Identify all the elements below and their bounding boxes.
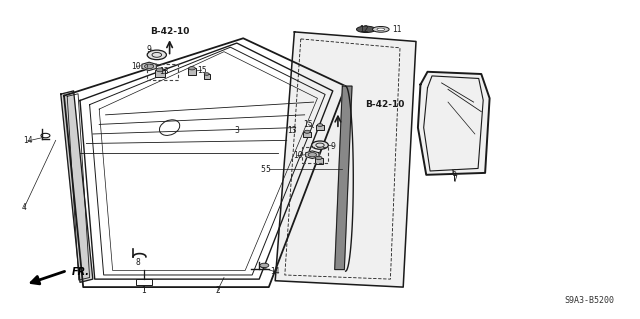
Bar — [136, 279, 152, 285]
Circle shape — [145, 64, 154, 69]
Text: 8: 8 — [136, 258, 141, 267]
Polygon shape — [275, 32, 416, 287]
Circle shape — [316, 156, 322, 160]
Ellipse shape — [356, 26, 376, 33]
Circle shape — [147, 50, 166, 60]
Text: 7: 7 — [452, 175, 457, 184]
Text: 4: 4 — [22, 203, 27, 212]
Circle shape — [189, 67, 195, 70]
Text: 13: 13 — [159, 67, 169, 76]
Text: 5: 5 — [260, 165, 265, 174]
Polygon shape — [306, 151, 319, 159]
Bar — [303, 132, 311, 137]
Circle shape — [317, 124, 323, 126]
Text: 14: 14 — [22, 137, 33, 145]
Circle shape — [304, 130, 310, 133]
Text: 13: 13 — [287, 126, 297, 135]
Text: 12: 12 — [359, 25, 368, 34]
Circle shape — [308, 152, 317, 157]
Text: FR.: FR. — [72, 267, 90, 277]
Polygon shape — [61, 91, 93, 282]
Circle shape — [156, 68, 164, 72]
Bar — [315, 158, 323, 164]
Polygon shape — [335, 86, 352, 270]
Circle shape — [312, 141, 328, 149]
Text: 9: 9 — [146, 45, 151, 54]
Text: 15: 15 — [196, 66, 207, 75]
Text: 1: 1 — [141, 286, 147, 295]
Polygon shape — [64, 38, 346, 287]
Text: 6: 6 — [452, 169, 457, 178]
Polygon shape — [418, 72, 490, 175]
Circle shape — [260, 263, 269, 268]
Text: S9A3-B5200: S9A3-B5200 — [564, 296, 614, 305]
Bar — [204, 74, 210, 79]
Text: 14: 14 — [270, 267, 280, 276]
Text: 9: 9 — [330, 142, 335, 151]
Ellipse shape — [377, 28, 385, 31]
Text: B-42-10: B-42-10 — [365, 100, 404, 109]
Text: 10: 10 — [131, 62, 141, 71]
Text: 15: 15 — [303, 120, 314, 129]
Text: B-42-10: B-42-10 — [150, 27, 189, 36]
Bar — [317, 125, 323, 130]
Circle shape — [204, 73, 209, 75]
Text: 11: 11 — [392, 25, 401, 34]
Polygon shape — [142, 62, 156, 70]
Bar — [188, 68, 196, 75]
Bar — [155, 70, 165, 77]
Text: 5: 5 — [266, 165, 271, 174]
Ellipse shape — [372, 26, 389, 32]
Text: 3: 3 — [234, 126, 239, 135]
Text: 2: 2 — [215, 286, 220, 295]
Text: 10: 10 — [292, 151, 303, 160]
